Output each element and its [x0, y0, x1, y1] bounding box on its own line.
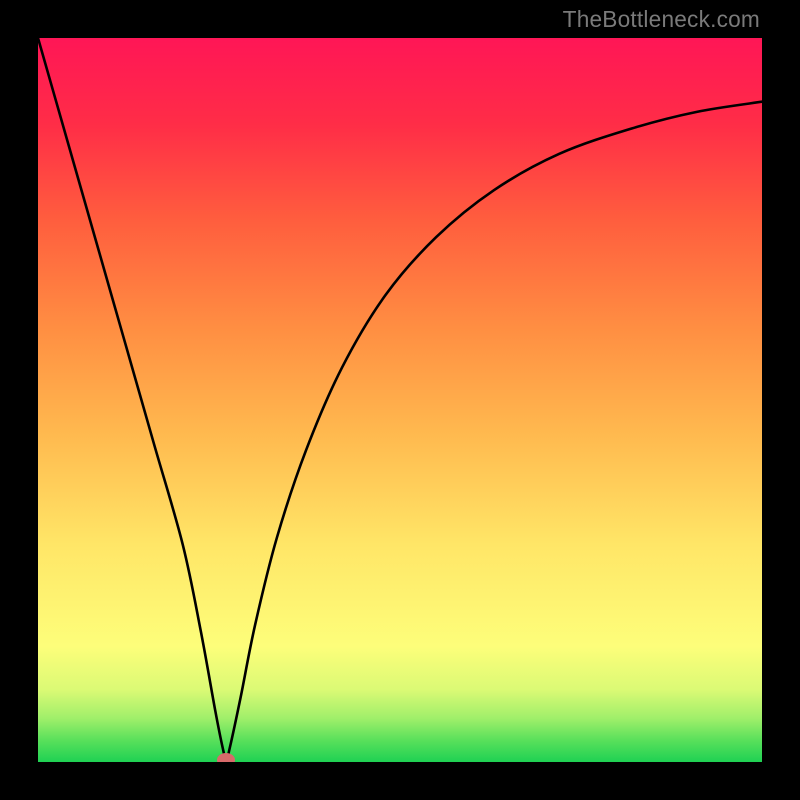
- chart-frame: TheBottleneck.com: [0, 0, 800, 800]
- bottleneck-curve: [38, 38, 762, 762]
- plot-area: [38, 38, 762, 762]
- watermark-label: TheBottleneck.com: [563, 6, 760, 33]
- curve-path: [38, 38, 762, 760]
- optimal-marker: [217, 753, 235, 762]
